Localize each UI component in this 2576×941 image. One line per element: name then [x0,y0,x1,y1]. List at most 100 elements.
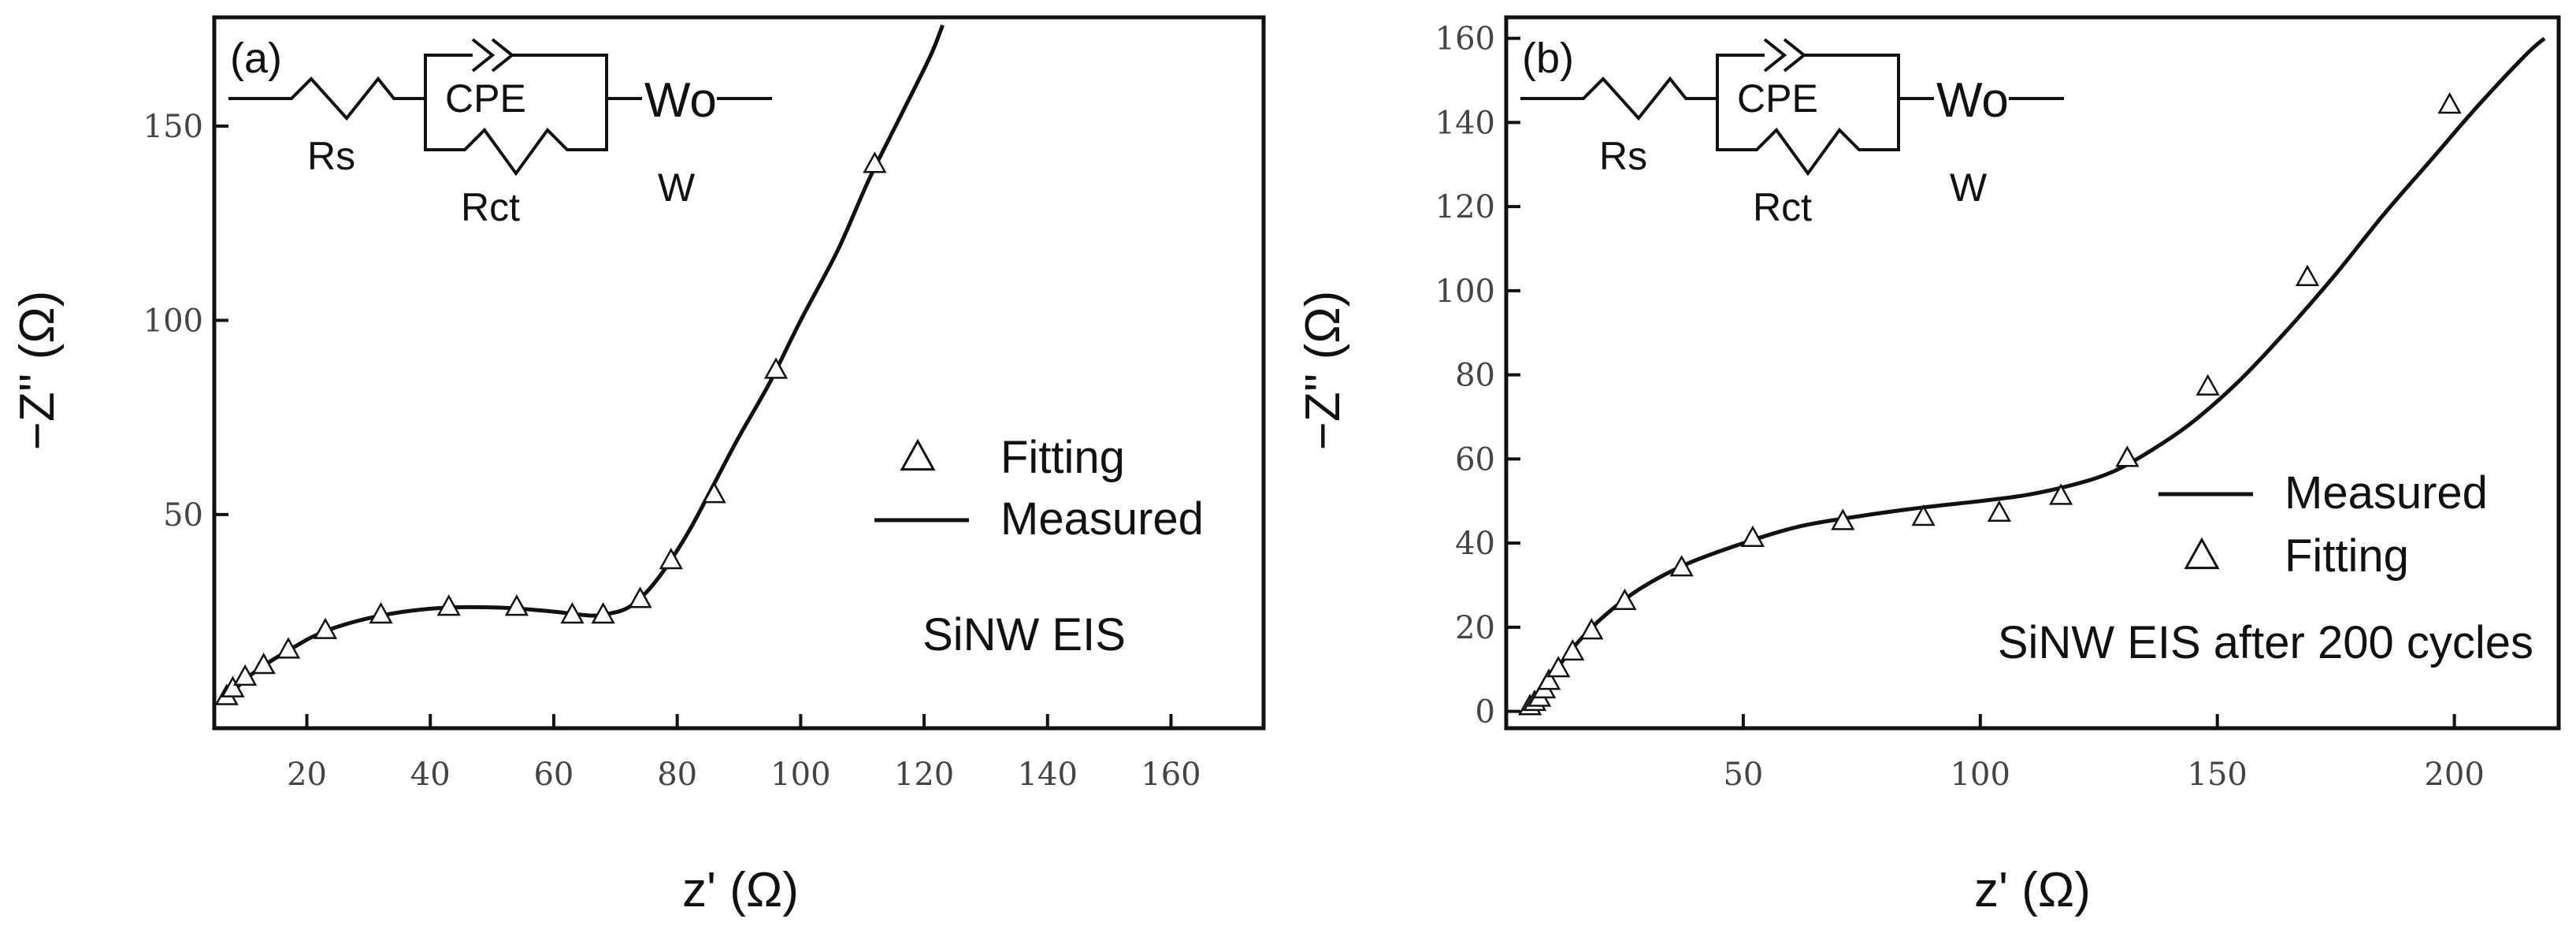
y-tick-label: 150 [143,109,203,145]
y-tick-label: 120 [1435,189,1495,225]
data-point-fitting [659,547,683,570]
x-tick-label: 120 [894,757,954,793]
y-tick-label: 50 [163,497,203,534]
x-tick-label: 60 [533,757,573,793]
data-point-fitting [2115,445,2140,467]
circuit-label-w: W [1950,166,1988,210]
legend-label: Fitting [2285,530,2409,582]
chart-panel-a: 20 40 60 80 100 120 140 160 50 100 150 z' (Ω) −Z'' (… [10,15,1266,917]
panel-label: (b) [1522,35,1574,82]
circuit-label-cpe: CPE [1737,76,1818,121]
data-point-fitting [1911,504,1936,526]
equivalent-circuit-diagram: Rs CPE Rct Wo W [1520,38,2064,229]
y-axis-label: −Z'' (Ω) [10,291,65,451]
x-tick-label: 20 [287,757,327,793]
circuit-label-cpe: CPE [445,76,526,121]
data-point-fitting [276,637,301,659]
data-point-fitting [1546,656,1571,678]
data-point-fitting [233,664,258,686]
cpe-branch-left [1716,54,1765,99]
legend-label: Fitting [1000,432,1125,483]
data-point-fitting [1613,588,1637,611]
data-point-fitting [763,357,789,379]
data-point-fitting [436,594,461,616]
cpe-chevron-2 [491,38,515,73]
data-point-fitting [2437,92,2462,114]
y-tick-label: 160 [1435,21,1495,58]
cpe-chevron-2 [1783,38,1807,73]
rct-resistor-symbol [424,99,608,177]
y-tick-label: 100 [1435,273,1495,310]
chart-title: SiNW EIS [922,609,1126,660]
legend-label: Measured [1000,493,1204,545]
y-tick-label: 40 [1455,526,1495,562]
circuit-label-rs: Rs [1599,134,1647,178]
plot-frame [212,15,1266,731]
data-point-fitting [1987,500,2011,522]
cpe-branch-left [424,54,473,99]
data-point-fitting [251,653,276,675]
data-point-fitting [221,675,245,697]
data-point-fitting [1537,668,1561,690]
x-tick-label: 160 [1141,757,1201,793]
data-point-fitting [1561,638,1585,661]
panel-label: (a) [230,35,282,82]
y-tick-label: 100 [143,303,203,339]
circuit-label-rct: Rct [461,185,520,229]
rct-resistor-symbol [1716,99,1900,177]
y-axis-label: −Z'' (Ω) [1296,291,1350,451]
y-tick-label: 20 [1455,610,1495,646]
cpe-chevron-1 [1763,38,1787,73]
data-point-fitting [313,617,338,639]
data-point-fitting [560,601,585,624]
y-tick-label: 0 [1475,694,1495,731]
data-point-fitting [2295,264,2320,287]
x-tick-label: 40 [410,757,451,793]
cpe-branch-right [1804,54,1900,99]
data-point-fitting [591,601,615,624]
x-tick-label: 140 [1018,757,1078,793]
data-point-fitting [504,594,529,616]
data-point-fitting [2196,374,2220,396]
legend: Fitting Measured [874,432,1204,545]
data-point-fitting [369,601,393,624]
chart-panel-b: 50 100 150 200 0 20 40 60 80 100 120 140 160 z' (Ω) −Z… [1296,15,2561,917]
data-point-fitting [863,151,887,173]
x-tick-label: 50 [1723,757,1763,793]
series-line-measured [1527,36,2546,712]
data-point-fitting [628,586,652,608]
x-tick-label: 80 [657,757,697,793]
series-line-measured [225,24,945,703]
cpe-branch-right [512,54,608,99]
rs-resistor-symbol [228,76,425,121]
data-point-fitting [702,482,726,504]
data-point-fitting [2048,483,2073,505]
x-tick-label: 100 [1951,757,2010,793]
plot-frame [1504,15,2561,731]
x-tick-label: 150 [2188,757,2248,793]
rs-resistor-symbol [1520,76,1717,121]
x-tick-label: 200 [2424,757,2484,793]
x-axis-label: z' (Ω) [1974,863,2091,917]
y-tick-label: 60 [1455,441,1495,478]
chart-title: SiNW EIS after 200 cycles [1998,617,2533,668]
cpe-chevron-1 [471,38,496,73]
data-point-fitting [1740,525,1765,547]
circuit-label-rs: Rs [307,134,355,178]
circuit-label-wo: Wo [644,73,717,128]
data-point-fitting [1831,508,1855,530]
legend: Measured Fitting [2158,467,2488,582]
legend-marker-fitting [2184,537,2220,570]
y-tick-label: 80 [1455,358,1495,394]
legend-marker-fitting [900,438,936,471]
data-point-fitting [1669,555,1694,577]
circuit-label-rct: Rct [1753,185,1812,229]
y-tick-label: 140 [1435,105,1495,141]
x-tick-label: 100 [770,757,830,793]
circuit-label-wo: Wo [1936,73,2009,128]
x-axis-label: z' (Ω) [682,863,799,917]
equivalent-circuit-diagram: Rs CPE Rct Wo W [228,38,772,229]
data-point-fitting [1579,618,1604,640]
circuit-label-w: W [658,166,696,210]
